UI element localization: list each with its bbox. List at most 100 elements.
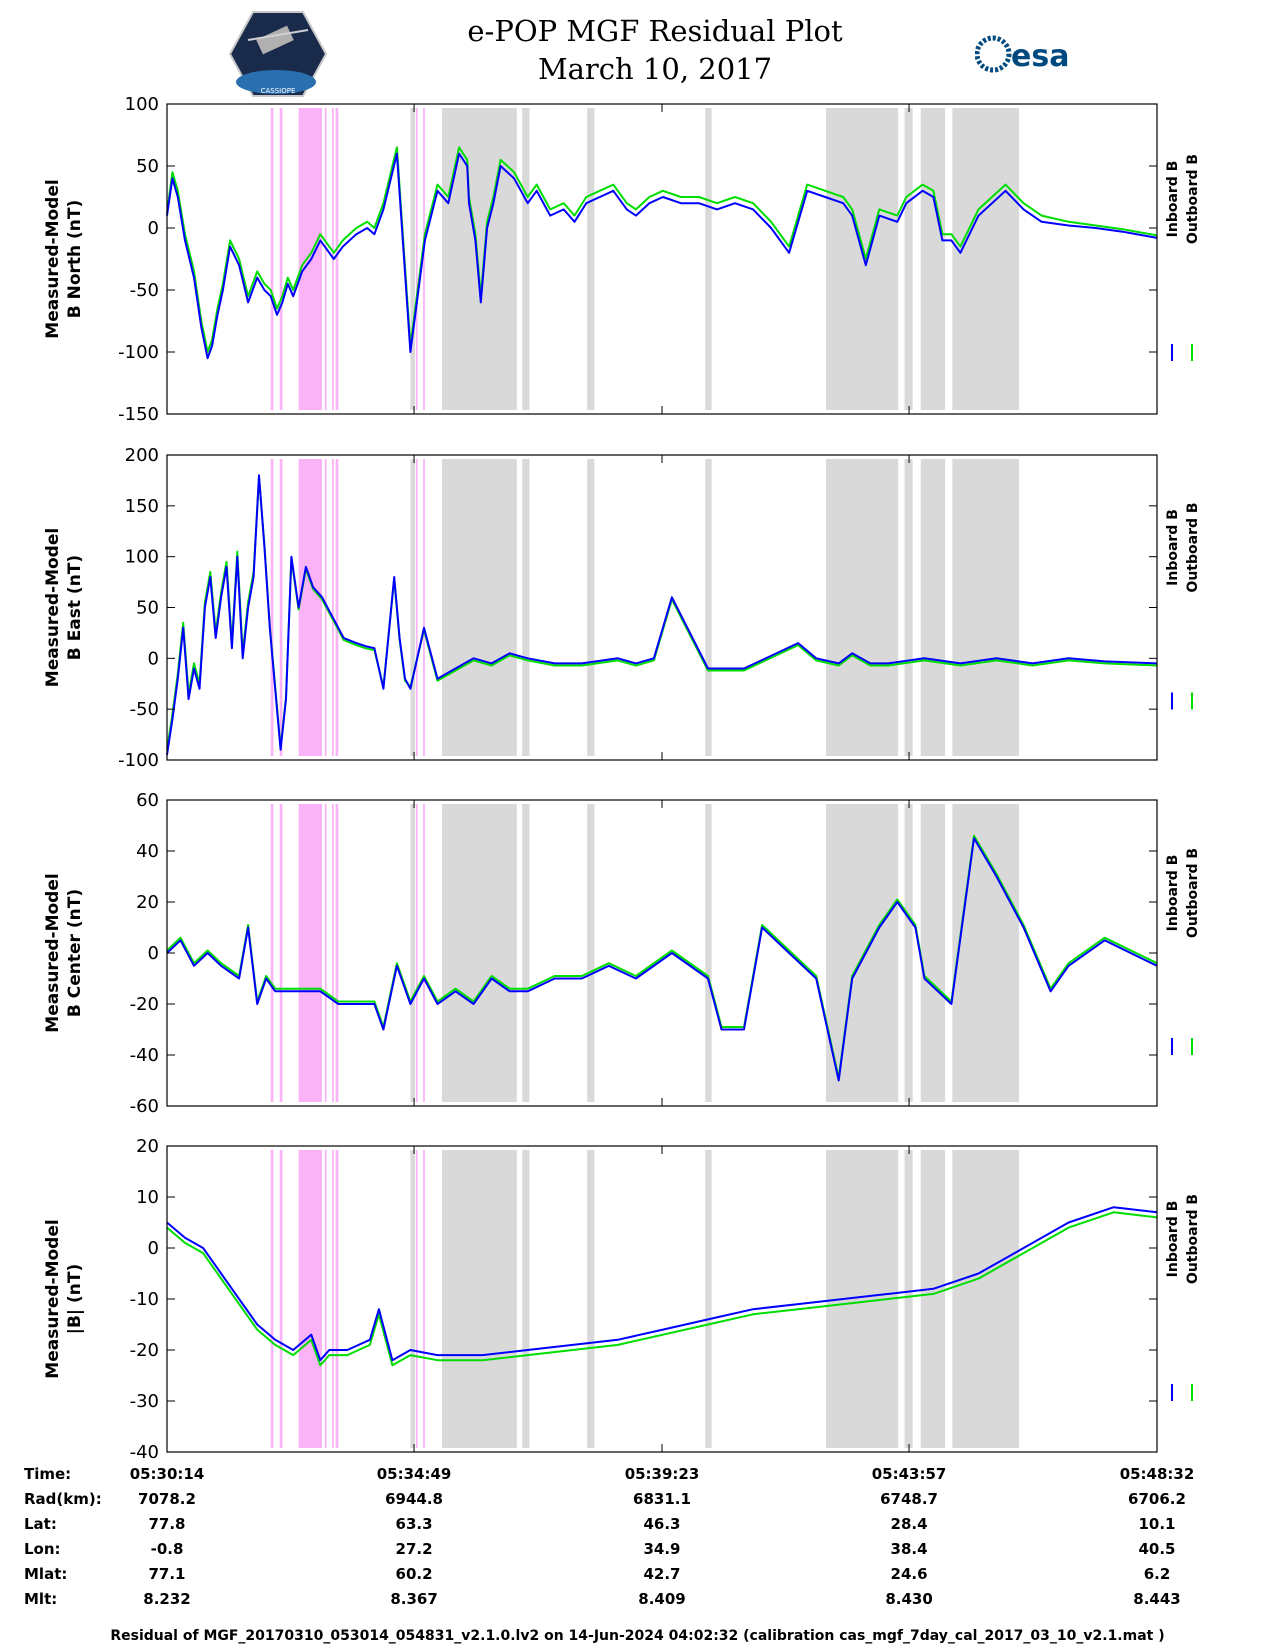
gray-band: [904, 804, 913, 1102]
gray-band: [952, 1150, 1020, 1448]
info-cell: 05:30:14: [129, 1465, 205, 1483]
inboard-series-line: [166, 152, 1158, 360]
y-tick-label: 20: [136, 892, 159, 913]
pink-band: [298, 804, 323, 1102]
pink-band: [279, 804, 283, 1102]
svg-text:esa: esa: [1011, 39, 1069, 74]
gray-band: [410, 1150, 415, 1448]
y-axis-label: B North (nT): [65, 200, 85, 319]
gray-band: [705, 1150, 712, 1448]
panel-1: -150 -100 -50 0 50 100 Measured-Model B North (…: [43, 94, 1201, 425]
chart-title-line2: March 10, 2017: [537, 52, 773, 86]
pink-band: [270, 108, 274, 410]
gray-band: [410, 108, 415, 410]
y-tick-label: 100: [125, 547, 159, 568]
legend-outboard-label: Outboard B: [1185, 154, 1201, 244]
info-row-label: Mlt:: [24, 1590, 58, 1608]
info-cell: 27.2: [395, 1540, 433, 1558]
y-axis-label: B Center (nT): [65, 889, 85, 1017]
y-axis-label: Measured-Model: [43, 873, 63, 1032]
y-tick-label: -20: [130, 994, 159, 1015]
panel-4: -40 -30 -20 -10 0 10 20 Measured-Model |B| (nT) I…: [43, 1136, 1201, 1463]
gray-band: [826, 459, 899, 756]
y-axis-label: Measured-Model: [43, 1219, 63, 1378]
legend-inboard-label: Inboard B: [1165, 161, 1181, 238]
gray-band: [705, 804, 712, 1102]
y-axis-label: |B| (nT): [65, 1264, 85, 1335]
info-cell: 63.3: [395, 1515, 433, 1533]
info-cell: 60.2: [395, 1565, 433, 1583]
pink-band: [298, 459, 323, 756]
gray-band: [952, 108, 1020, 410]
pink-band: [324, 108, 327, 410]
pink-band: [298, 1150, 323, 1448]
gray-band: [826, 804, 899, 1102]
inboard-series-line: [166, 837, 1158, 1082]
info-row-label: Lat:: [24, 1515, 57, 1533]
gray-band: [442, 459, 517, 756]
info-cell: 34.9: [643, 1540, 681, 1558]
footer-caption: Residual of MGF_20170310_053014_054831_v…: [110, 1628, 1165, 1644]
pink-band: [335, 108, 339, 410]
gray-band: [920, 1150, 946, 1448]
pink-band: [332, 1150, 334, 1448]
y-axis-label: Measured-Model: [43, 528, 63, 687]
y-tick-label: -100: [118, 750, 159, 771]
y-tick-label: 10: [136, 1187, 159, 1208]
gray-band: [920, 459, 946, 756]
y-tick-label: 0: [148, 943, 159, 964]
gray-band: [522, 108, 530, 410]
y-tick-label: 0: [148, 1238, 159, 1259]
info-cell: 6831.1: [633, 1490, 691, 1508]
info-cell: 8.443: [1133, 1590, 1181, 1608]
info-cell: 05:43:57: [871, 1465, 947, 1483]
legend-outboard-label: Outboard B: [1185, 1194, 1201, 1284]
legend-outboard-label: Outboard B: [1185, 502, 1201, 592]
gray-band: [442, 1150, 517, 1448]
chart-title-line1: e-POP MGF Residual Plot: [467, 14, 843, 48]
legend-inboard-label: Inboard B: [1165, 855, 1181, 932]
info-cell: 05:34:49: [376, 1465, 452, 1483]
gray-band: [826, 108, 899, 410]
gray-band: [904, 459, 913, 756]
info-row-label: Lon:: [24, 1540, 61, 1558]
pink-band: [415, 459, 418, 756]
info-cell: -0.8: [150, 1540, 184, 1558]
pink-band: [324, 1150, 327, 1448]
gray-band: [587, 804, 595, 1102]
pink-band: [279, 459, 283, 756]
pink-band: [279, 1150, 283, 1448]
gray-band: [952, 459, 1020, 756]
y-tick-label: -40: [130, 1045, 159, 1066]
panel-2: -100 -50 0 50 100 150 200 Measured-Model B East …: [43, 445, 1201, 771]
pink-band: [423, 459, 425, 756]
svg-text:CASSIOPE: CASSIOPE: [261, 87, 296, 95]
info-cell: 8.409: [638, 1590, 686, 1608]
y-tick-label: -50: [130, 280, 159, 301]
info-cell: 24.6: [890, 1565, 928, 1583]
pink-band: [335, 1150, 339, 1448]
outboard-series-line: [166, 146, 1158, 353]
gray-band: [522, 804, 530, 1102]
pink-band: [270, 459, 274, 756]
info-cell: 7078.2: [138, 1490, 196, 1508]
gray-band: [587, 108, 595, 410]
y-tick-label: 50: [136, 598, 159, 619]
y-tick-label: -50: [130, 699, 159, 720]
gray-band: [410, 804, 415, 1102]
gray-band: [904, 108, 913, 410]
info-cell: 28.4: [890, 1515, 928, 1533]
info-cell: 8.367: [390, 1590, 438, 1608]
y-axis-label: B East (nT): [65, 555, 85, 660]
y-tick-label: 20: [136, 1136, 159, 1157]
info-cell: 6944.8: [385, 1490, 443, 1508]
pink-band: [270, 1150, 274, 1448]
y-tick-label: 50: [136, 156, 159, 177]
info-cell: 77.1: [148, 1565, 186, 1583]
y-tick-label: 60: [136, 790, 159, 811]
gray-band: [920, 804, 946, 1102]
y-tick-label: -150: [118, 404, 159, 425]
info-cell: 46.3: [643, 1515, 681, 1533]
info-row-label: Mlat:: [24, 1565, 68, 1583]
